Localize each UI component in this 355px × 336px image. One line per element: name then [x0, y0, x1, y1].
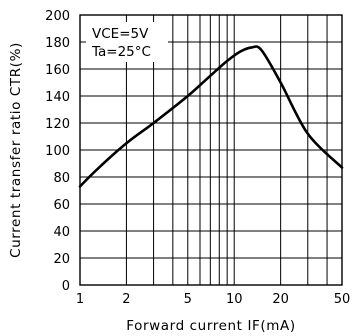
- x-axis-label: Forward current IF(mA): [126, 318, 295, 334]
- x-tick-label: 2: [122, 292, 130, 307]
- ctr-curve: [78, 45, 344, 188]
- x-tick-label: 1: [76, 292, 84, 307]
- x-tick-label: 10: [226, 292, 243, 307]
- x-tick-label: 20: [272, 292, 289, 307]
- y-tick-label: 0: [62, 279, 70, 294]
- x-tick-labels: 1 2 5 10 20 50: [76, 292, 350, 307]
- y-tick-label: 160: [45, 63, 70, 78]
- y-tick-label: 80: [53, 171, 70, 186]
- y-tick-label: 120: [45, 117, 70, 132]
- y-tick-label: 200: [45, 9, 70, 24]
- y-tick-label: 60: [53, 198, 70, 213]
- plot-frame: [79, 14, 343, 286]
- x-tick-label: 5: [184, 292, 192, 307]
- y-tick-label: 40: [53, 225, 70, 240]
- y-tick-label: 140: [45, 90, 70, 105]
- y-axis-label: Current transfer ratio CTR(%): [8, 42, 24, 258]
- y-tick-label: 180: [45, 36, 70, 51]
- y-tick-labels: 0 20 40 60 80 100 120 140 160 180 200: [45, 9, 70, 294]
- condition-ta: Ta=25°C: [91, 44, 151, 60]
- conditions-box: [86, 22, 168, 62]
- x-tick-label: 50: [334, 292, 351, 307]
- y-tick-label: 100: [45, 144, 70, 159]
- condition-vce: VCE=5V: [92, 26, 149, 42]
- y-tick-label: 20: [53, 252, 70, 267]
